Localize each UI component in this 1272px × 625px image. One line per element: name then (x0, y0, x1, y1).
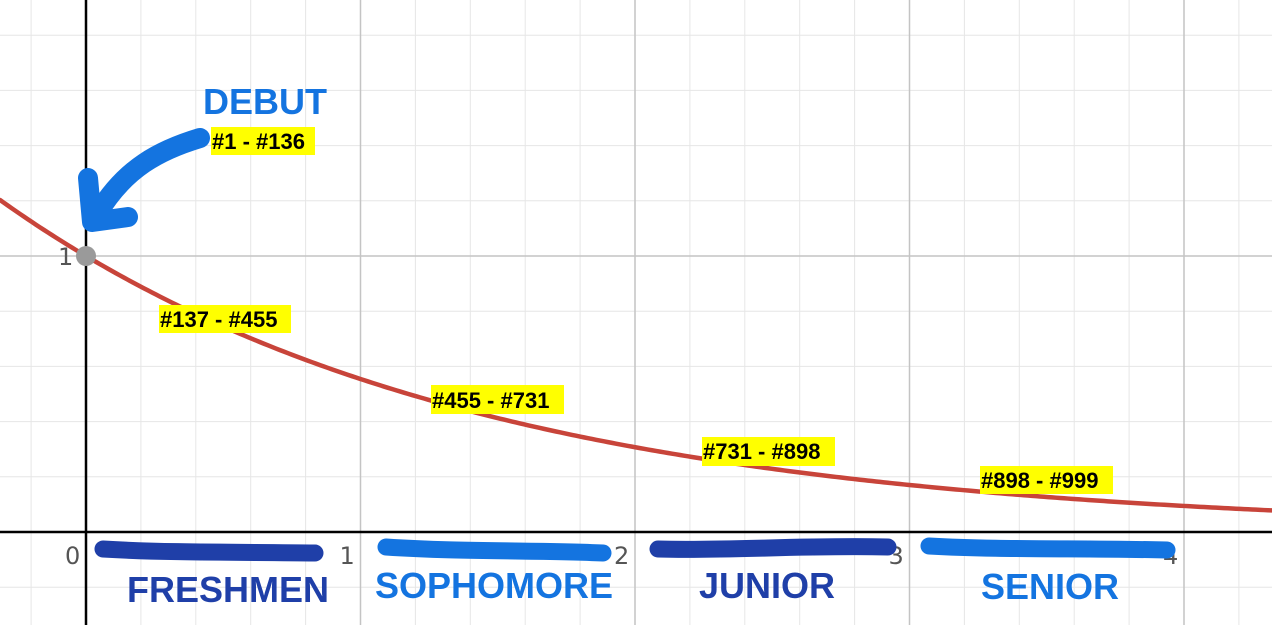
x-tick-label: 1 (340, 542, 355, 570)
range-highlight (702, 437, 835, 466)
stage-label-senior: SENIOR (981, 566, 1119, 607)
range-label-4: #731 - #898 (703, 439, 820, 464)
stage-label-junior: JUNIOR (699, 565, 835, 606)
senior-stroke (920, 537, 1176, 559)
range-highlight (980, 466, 1113, 494)
tick-labels: 0 1 2 3 41 (58, 243, 1178, 570)
debut-point (76, 246, 96, 266)
range-highlight (159, 305, 291, 333)
junior-stroke (649, 538, 897, 558)
series-line (0, 197, 1272, 513)
range-label-2: #137 - #455 (160, 307, 277, 332)
x-tick-label: 2 (614, 542, 629, 570)
range-label-3: #455 - #731 (432, 388, 549, 413)
debut-label: DEBUT (203, 81, 327, 122)
range-label-1: #1 - #136 (212, 129, 305, 154)
range-label-5: #898 - #999 (981, 468, 1098, 493)
range-labels: #1 - #136 #137 - #455 #455 - #731 #731 -… (159, 127, 1113, 494)
debut-arrow-icon (78, 128, 210, 232)
range-highlight (431, 385, 564, 414)
stage-label-freshmen: FRESHMEN (127, 569, 329, 610)
stage-strokes (94, 537, 1176, 562)
range-highlight (211, 127, 315, 155)
stage-label-sophomore: SOPHOMORE (375, 565, 613, 606)
y-tick-label: 1 (58, 243, 73, 271)
x-tick-label: 0 (65, 542, 80, 570)
freshmen-stroke (94, 540, 324, 562)
sophomore-stroke (377, 538, 612, 562)
